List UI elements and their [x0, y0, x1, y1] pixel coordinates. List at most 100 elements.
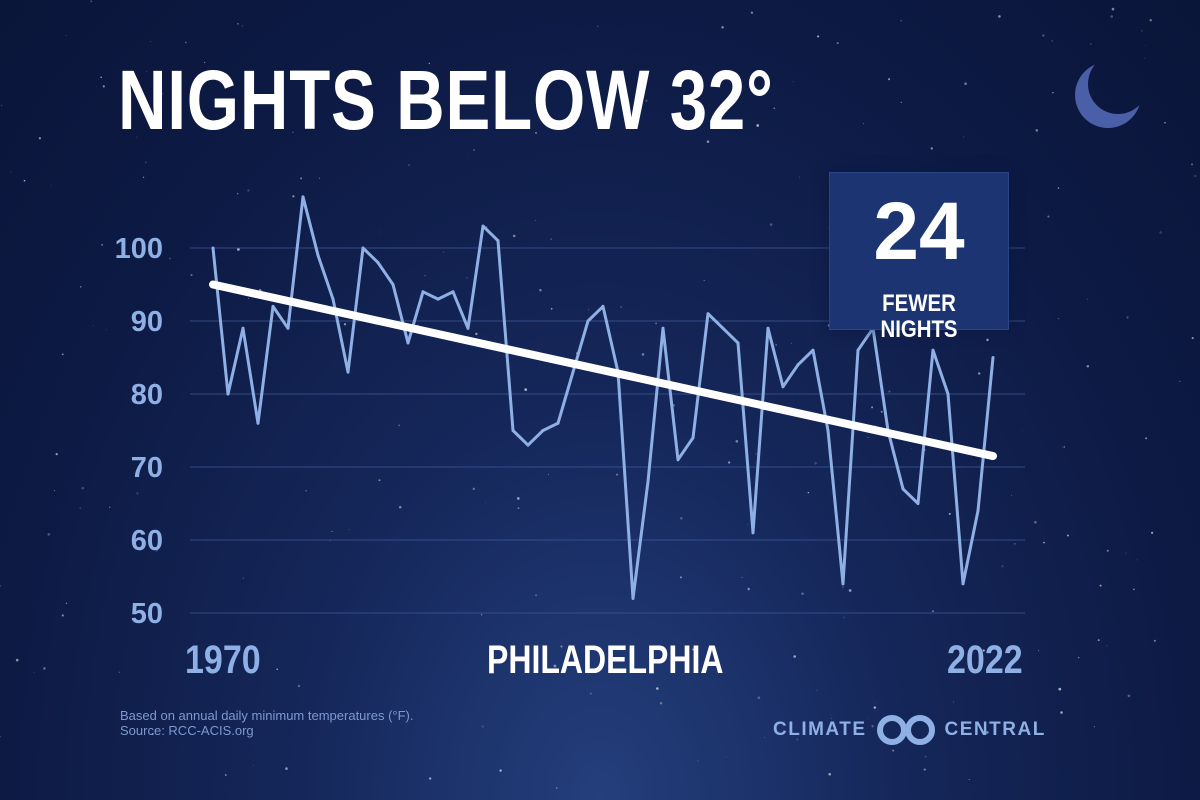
brand-left-text: CLIMATE [773, 719, 867, 740]
star [968, 779, 970, 780]
star [292, 195, 295, 198]
star [380, 231, 382, 233]
star [1058, 687, 1062, 691]
star [620, 306, 622, 308]
star [1034, 520, 1037, 524]
data-point [226, 392, 230, 396]
star [930, 147, 933, 150]
y-tick-label: 100 [115, 233, 163, 265]
star [1093, 725, 1096, 728]
star [830, 717, 832, 719]
star [750, 11, 754, 14]
star [868, 718, 870, 719]
star [793, 655, 796, 658]
data-point [766, 326, 770, 330]
star [684, 128, 686, 130]
star [499, 769, 502, 772]
star [534, 594, 538, 597]
y-tick-label: 90 [131, 306, 163, 338]
star [953, 701, 955, 703]
star [986, 731, 989, 734]
data-point [286, 326, 290, 330]
star [38, 137, 42, 140]
data-point [466, 326, 470, 330]
star [807, 491, 810, 494]
data-point [391, 283, 395, 286]
star [616, 473, 619, 476]
data-point [631, 596, 635, 600]
star [204, 61, 206, 64]
star [47, 533, 51, 536]
data-point [751, 531, 755, 535]
data-point [721, 326, 725, 330]
data-point [796, 363, 800, 367]
y-tick-label: 50 [131, 598, 163, 630]
star [65, 35, 67, 36]
star [473, 149, 476, 151]
star [1194, 175, 1197, 177]
star [221, 423, 223, 425]
star [466, 277, 468, 279]
star [589, 692, 592, 695]
star [141, 391, 143, 392]
star [741, 576, 743, 578]
footnote-source: Source: RCC-ACIS.org [120, 723, 254, 738]
star [792, 81, 794, 83]
star [1106, 645, 1108, 647]
data-point [316, 253, 320, 257]
star [982, 649, 985, 652]
climate-central-logo: CLIMATE CENTRAL [773, 713, 1046, 747]
crescent-moon-icon [1075, 62, 1141, 128]
star [1126, 316, 1129, 319]
star [692, 648, 695, 651]
brand-right-text: CENTRAL [944, 719, 1046, 740]
star [486, 226, 488, 228]
star [556, 787, 558, 789]
data-point [571, 370, 575, 374]
data-point [301, 195, 305, 199]
data-point [406, 341, 410, 345]
star [90, 0, 93, 3]
star [597, 25, 599, 27]
star [1106, 549, 1109, 552]
star [1164, 121, 1166, 124]
star [1086, 365, 1090, 368]
star [1047, 215, 1050, 218]
star [1159, 231, 1163, 234]
star [1179, 380, 1181, 382]
star [948, 512, 951, 515]
star [535, 220, 537, 221]
star [61, 614, 64, 617]
star [429, 777, 432, 780]
star [900, 20, 902, 22]
star [253, 764, 254, 766]
star [728, 461, 731, 464]
star [247, 189, 250, 192]
star [962, 136, 964, 138]
star [100, 76, 102, 79]
star [1141, 30, 1143, 32]
star [79, 507, 81, 510]
star [146, 71, 148, 72]
location-label: PHILADELPHIA [487, 638, 724, 682]
star [645, 99, 648, 102]
star [836, 42, 839, 45]
star [524, 388, 528, 391]
data-point [736, 341, 740, 345]
y-tick-label: 60 [131, 525, 163, 557]
star [468, 156, 469, 157]
star [81, 486, 85, 490]
x-end-label: 2022 [947, 638, 1023, 682]
star [534, 131, 538, 134]
star [796, 738, 799, 741]
star [424, 275, 426, 277]
star [480, 614, 483, 616]
star [118, 671, 120, 673]
star [15, 658, 19, 662]
star [472, 487, 476, 491]
star [1042, 34, 1045, 37]
star [714, 503, 716, 505]
star [1132, 588, 1135, 591]
data-point [811, 348, 815, 352]
star [151, 733, 154, 736]
